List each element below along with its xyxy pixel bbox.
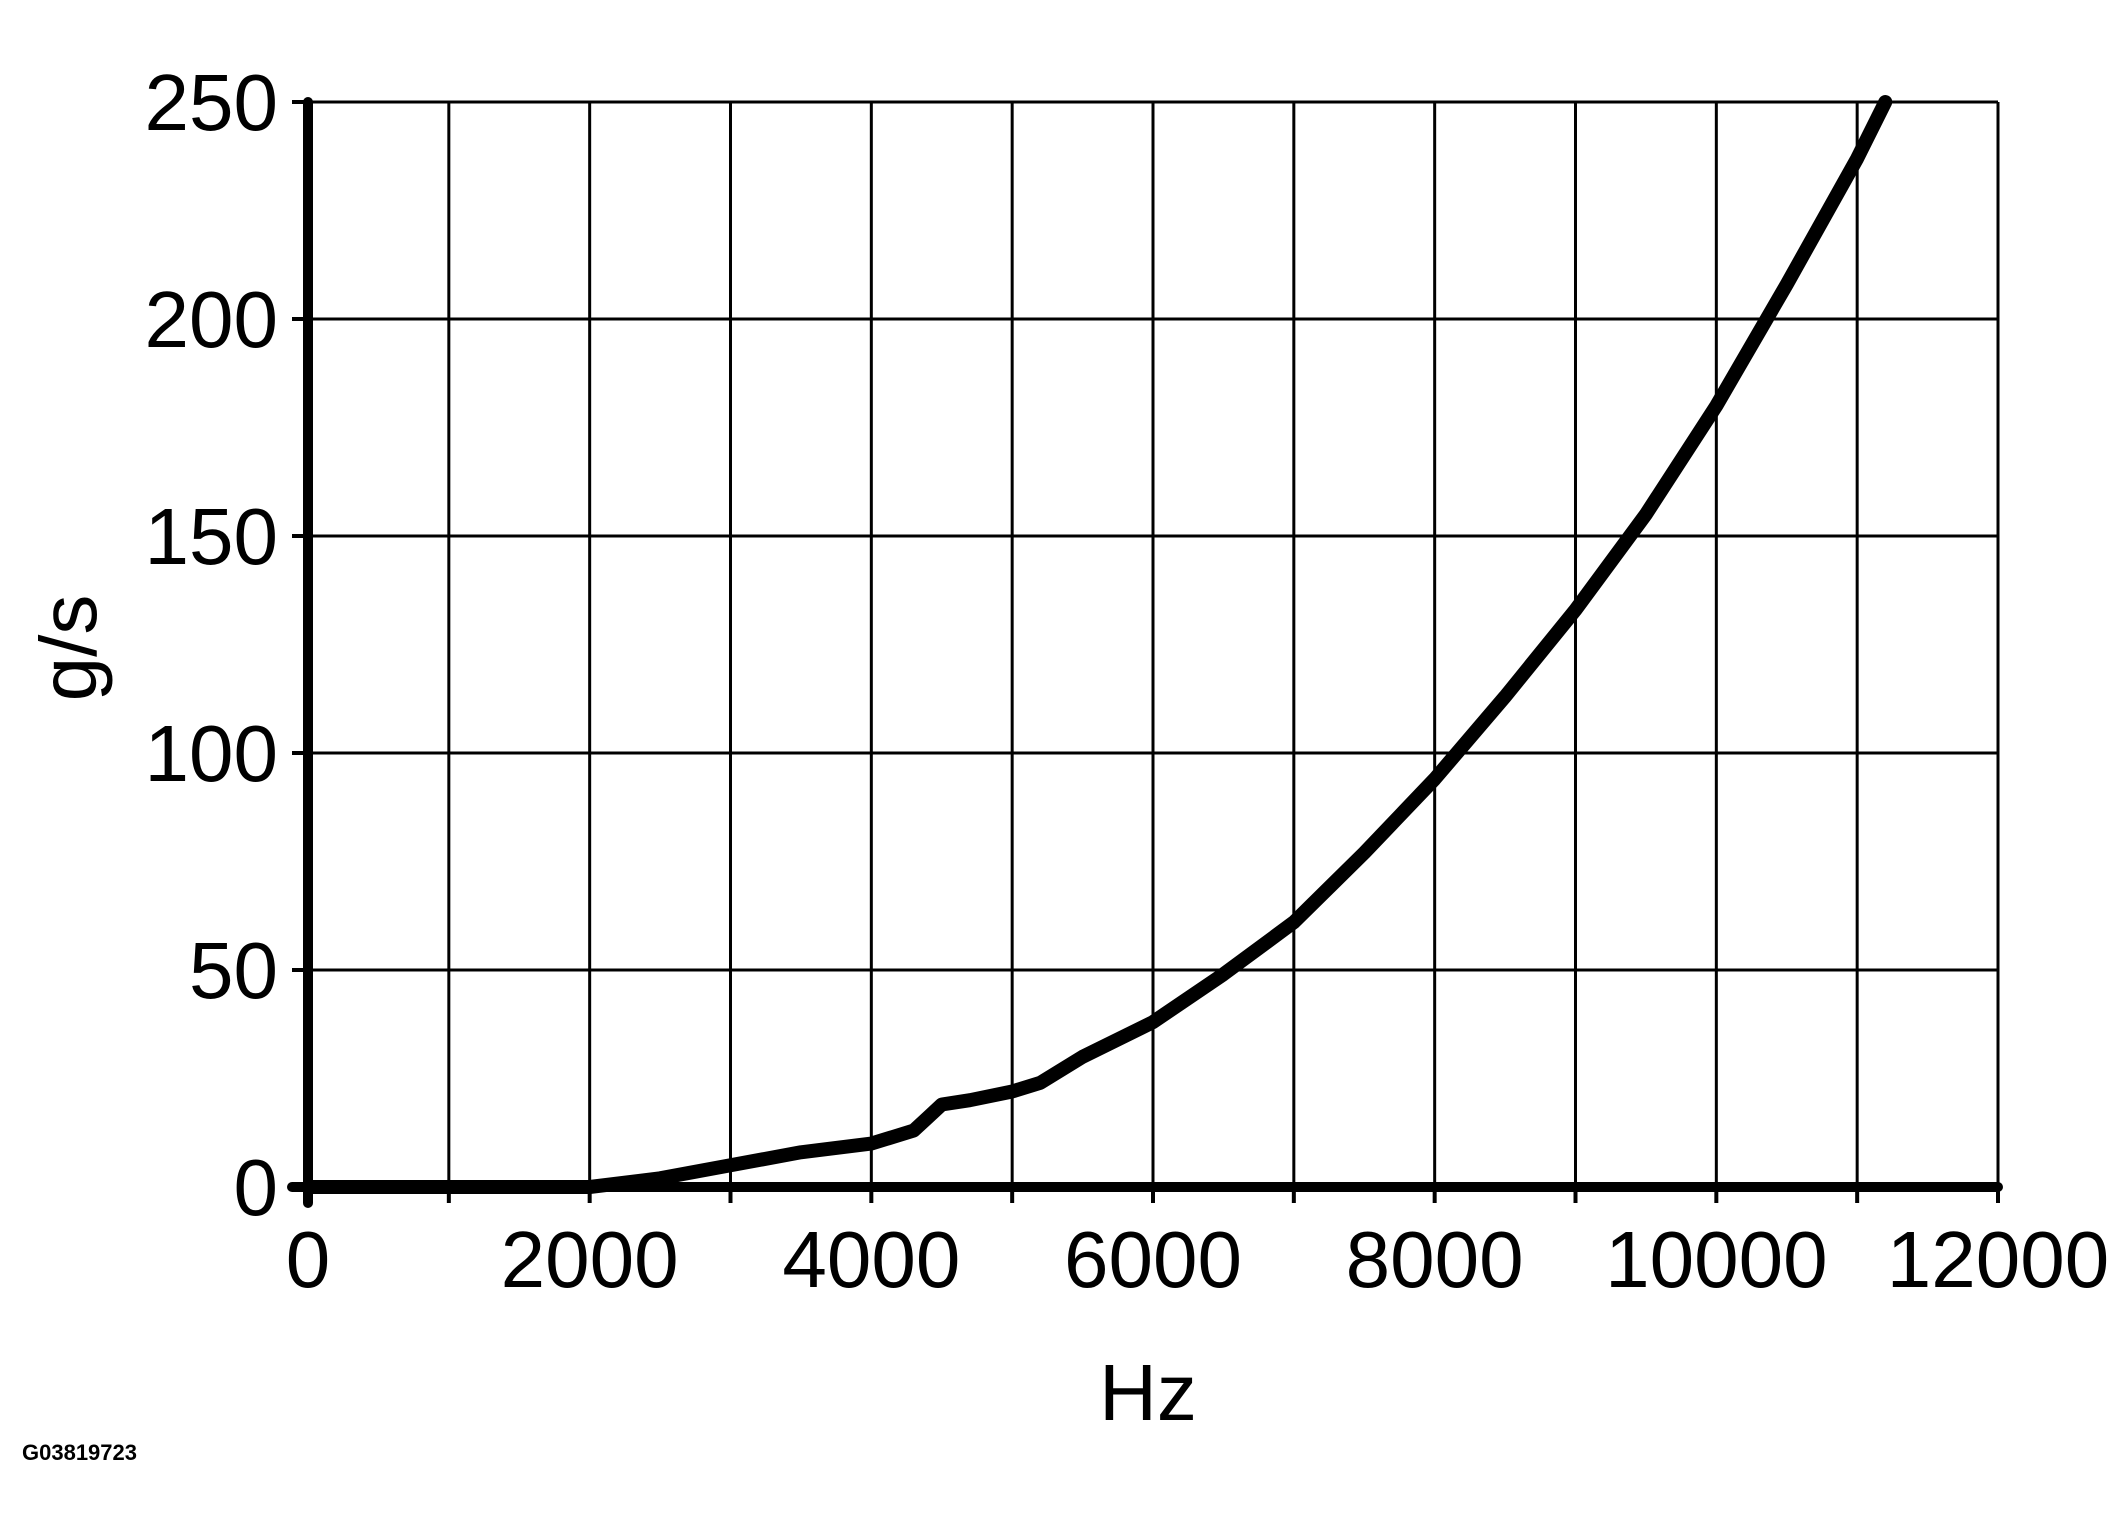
y-tick-label: 150 bbox=[145, 492, 278, 581]
x-axis-title: Hz bbox=[1099, 1348, 1197, 1437]
axes bbox=[287, 97, 2003, 1208]
y-tick-label: 250 bbox=[145, 58, 278, 147]
x-tick-label: 2000 bbox=[501, 1215, 679, 1304]
y-tick-label: 100 bbox=[145, 709, 278, 798]
figure-id: G03819723 bbox=[22, 1440, 137, 1465]
x-tick-label: 8000 bbox=[1346, 1215, 1524, 1304]
y-tick-label: 0 bbox=[234, 1143, 279, 1232]
x-tick-label: 6000 bbox=[1064, 1215, 1242, 1304]
series-line bbox=[301, 95, 1893, 1194]
x-tick-label: 4000 bbox=[782, 1215, 960, 1304]
y-tick-label: 50 bbox=[189, 926, 278, 1015]
x-tick-labels: 0 2000 4000 6000 8000 10000 12000 bbox=[286, 1215, 2109, 1304]
x-tick-label: 12000 bbox=[1887, 1215, 2109, 1304]
y-tick-labels: 0 50 100 150 200 250 bbox=[145, 58, 278, 1232]
x-tick-label: 10000 bbox=[1605, 1215, 1827, 1304]
x-tick-label: 0 bbox=[286, 1215, 331, 1304]
y-tick-label: 200 bbox=[145, 275, 278, 364]
y-axis-title: g/s bbox=[24, 595, 113, 702]
grid bbox=[308, 100, 2000, 1187]
series bbox=[301, 95, 1893, 1194]
